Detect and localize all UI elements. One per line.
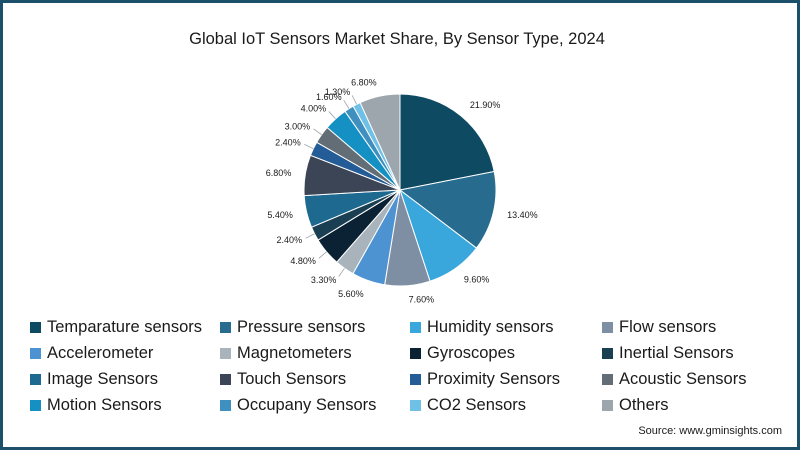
source-note: Source: www.gminsights.com [638, 425, 782, 437]
legend-item: Inertial Sensors [602, 344, 780, 363]
leader-line [318, 251, 327, 259]
leader-line [343, 99, 350, 109]
pie-slice [359, 93, 401, 191]
legend-swatch [220, 348, 231, 359]
leader-line [351, 95, 358, 105]
legend-label: Occupany Sensors [237, 396, 377, 414]
legend-item: Humidity sensors [410, 318, 602, 337]
legend-label: Pressure sensors [237, 318, 366, 336]
data-label: 5.40% [267, 210, 293, 220]
legend-item: Touch Sensors [220, 370, 410, 389]
legend-item: Image Sensors [30, 370, 220, 389]
legend-label: Humidity sensors [427, 318, 554, 336]
legend-label: Motion Sensors [47, 396, 162, 414]
data-label: 7.60% [409, 295, 435, 305]
data-label: 1.30% [325, 87, 351, 97]
legend-swatch [602, 348, 613, 359]
data-label: 21.90% [470, 100, 501, 110]
legend-label: Image Sensors [47, 370, 158, 388]
pie-slice [399, 93, 495, 191]
legend-swatch [410, 374, 421, 385]
legend-item: Pressure sensors [220, 318, 410, 337]
legend-item: Flow sensors [602, 318, 780, 337]
leader-line [304, 144, 314, 150]
legend-item: Magnetometers [220, 344, 410, 363]
data-label: 6.80% [351, 78, 377, 88]
legend-item: Temparature sensors [30, 318, 220, 337]
legend-swatch [30, 322, 41, 333]
legend-item: Accelerometer [30, 344, 220, 363]
legend-swatch [30, 348, 41, 359]
legend-item: CO2 Sensors [410, 396, 602, 415]
legend-swatch [30, 400, 41, 411]
data-label: 5.60% [338, 289, 364, 299]
data-label: 4.80% [290, 256, 316, 266]
leader-line [328, 111, 336, 120]
legend-item: Proximity Sensors [410, 370, 602, 389]
legend-label: Touch Sensors [237, 370, 347, 388]
legend-item: Occupany Sensors [220, 396, 410, 415]
legend-swatch [602, 322, 613, 333]
chart-legend: Temparature sensors Pressure sensors Humid… [30, 318, 780, 415]
data-label: 6.80% [266, 168, 292, 178]
data-label: 9.60% [464, 275, 490, 285]
chart-title: Global IoT Sensors Market Share, By Sens… [189, 30, 605, 48]
legend-swatch [220, 374, 231, 385]
legend-label: CO2 Sensors [427, 396, 527, 414]
legend-swatch [410, 322, 421, 333]
data-label: 3.30% [311, 275, 337, 285]
leader-line [313, 128, 322, 135]
legend-swatch [602, 374, 613, 385]
legend-swatch [410, 348, 421, 359]
legend-label: Others [619, 396, 669, 414]
legend-swatch [220, 400, 231, 411]
pie-slice [398, 170, 497, 249]
legend-label: Flow sensors [619, 318, 717, 336]
legend-item: Others [602, 396, 780, 415]
legend-label: Acoustic Sensors [619, 370, 747, 388]
legend-swatch [220, 322, 231, 333]
data-label: 2.40% [275, 138, 301, 148]
leader-line [305, 233, 315, 239]
legend-label: Magnetometers [237, 344, 352, 362]
legend-swatch [602, 400, 613, 411]
legend-label: Gyroscopes [427, 344, 516, 362]
data-label: 4.00% [301, 103, 327, 113]
legend-label: Inertial Sensors [619, 344, 734, 362]
data-label: 3.00% [285, 122, 311, 132]
legend-item: Gyroscopes [410, 344, 602, 363]
legend-swatch [30, 374, 41, 385]
legend-item: Motion Sensors [30, 396, 220, 415]
legend-label: Accelerometer [47, 344, 154, 362]
legend-label: Temparature sensors [47, 318, 202, 336]
legend-item: Acoustic Sensors [602, 370, 780, 389]
legend-label: Proximity Sensors [427, 370, 560, 388]
data-label: 13.40% [507, 210, 538, 220]
leader-line [338, 268, 345, 277]
legend-swatch [410, 400, 421, 411]
data-label: 1.60% [316, 92, 342, 102]
data-label: 2.40% [277, 235, 303, 245]
